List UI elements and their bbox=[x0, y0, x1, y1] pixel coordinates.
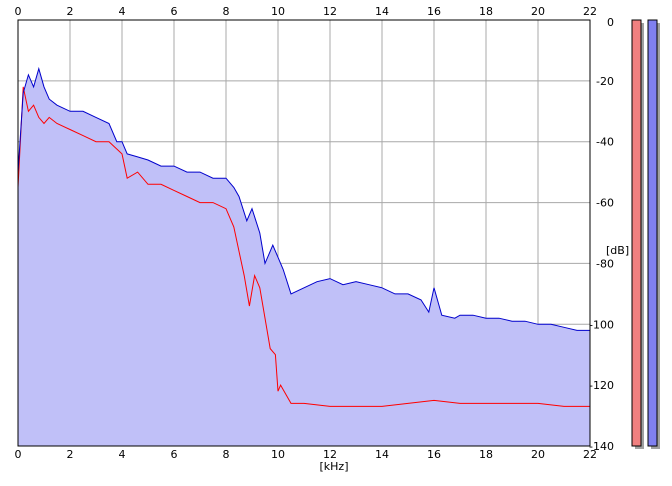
y-tick-label: -20 bbox=[596, 75, 614, 88]
meter-1 bbox=[647, 19, 658, 447]
series-0-line bbox=[17, 66, 590, 331]
x-tick-label-top: 14 bbox=[375, 5, 389, 18]
x-tick-label-top: 10 bbox=[271, 5, 285, 18]
y-tick-label: -140 bbox=[589, 440, 614, 453]
x-tick-label-bottom: 6 bbox=[171, 448, 178, 461]
y-tick-label: -40 bbox=[596, 136, 614, 149]
y-tick-label: -120 bbox=[589, 379, 614, 392]
x-tick-label-bottom: 12 bbox=[323, 448, 337, 461]
x-tick-label-top: 22 bbox=[583, 5, 597, 18]
x-tick-label-bottom: 4 bbox=[119, 448, 126, 461]
x-tick-label-bottom: 18 bbox=[479, 448, 493, 461]
x-tick-label-bottom: 22 bbox=[583, 448, 597, 461]
x-tick-label-bottom: 2 bbox=[67, 448, 74, 461]
x-tick-label-top: 16 bbox=[427, 5, 441, 18]
x-tick-label-top: 0 bbox=[15, 5, 22, 18]
x-tick-label-bottom: 10 bbox=[271, 448, 285, 461]
x-tick-label-top: 8 bbox=[223, 5, 230, 18]
series-layer bbox=[17, 66, 590, 446]
x-tick-label-bottom: 8 bbox=[223, 448, 230, 461]
tick-labels: 002244668810101212141416161818202022220-… bbox=[15, 5, 615, 461]
y-axis-label: [dB] bbox=[606, 244, 629, 257]
x-tick-label-bottom: 16 bbox=[427, 448, 441, 461]
plot-frame bbox=[17, 19, 591, 447]
meter-0 bbox=[631, 19, 642, 447]
x-tick-label-bottom: 0 bbox=[15, 448, 22, 461]
y-tick-label: 0 bbox=[607, 16, 614, 29]
x-tick-label-top: 4 bbox=[119, 5, 126, 18]
x-tick-label-top: 12 bbox=[323, 5, 337, 18]
x-tick-label-bottom: 14 bbox=[375, 448, 389, 461]
series-1-line bbox=[17, 86, 590, 407]
x-tick-label-top: 2 bbox=[67, 5, 74, 18]
level-meters bbox=[631, 19, 660, 449]
x-tick-label-top: 18 bbox=[479, 5, 493, 18]
x-tick-label-bottom: 20 bbox=[531, 448, 545, 461]
x-axis-label: [kHz] bbox=[320, 460, 349, 473]
y-tick-label: -80 bbox=[596, 257, 614, 270]
y-tick-label: -60 bbox=[596, 197, 614, 210]
x-tick-label-top: 6 bbox=[171, 5, 178, 18]
y-tick-label: -100 bbox=[589, 318, 614, 331]
x-tick-label-top: 20 bbox=[531, 5, 545, 18]
series-0-area bbox=[18, 68, 590, 446]
